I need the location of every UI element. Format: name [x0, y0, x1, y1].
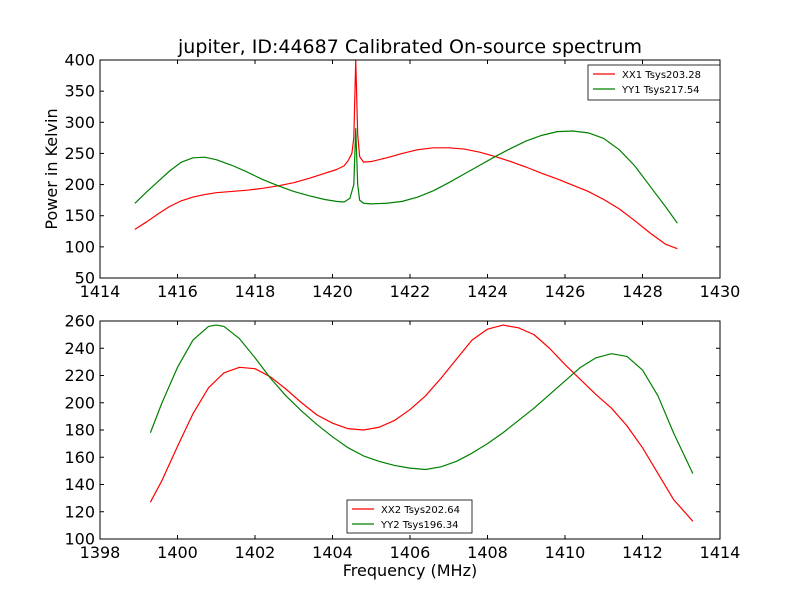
x-tick-label: 1430 — [700, 282, 741, 301]
x-axis-label: Frequency (MHz) — [343, 561, 477, 580]
y-tick-label: 400 — [64, 51, 95, 70]
x-tick-label: 1424 — [467, 282, 508, 301]
x-tick-label: 1408 — [467, 543, 508, 562]
x-tick-label: 1426 — [545, 282, 586, 301]
y-tick-label: 140 — [64, 475, 95, 494]
chart-title: jupiter, ID:44687 Calibrated On-source s… — [177, 36, 642, 58]
y-tick-label: 180 — [64, 421, 95, 440]
y-tick-label: 100 — [64, 237, 95, 256]
y-tick-label: 260 — [64, 312, 95, 331]
y-tick-label: 350 — [64, 82, 95, 101]
x-tick-label: 1404 — [312, 543, 353, 562]
legend-box — [346, 499, 473, 534]
x-tick-label: 1412 — [622, 543, 663, 562]
bottom-panel: 1398 1400 1402 1404 1406 1408 1410 1412 1414 100 1… — [64, 312, 740, 581]
y-tick-label: 200 — [64, 175, 95, 194]
series-line-2 — [149, 324, 694, 474]
y-tick-label: 120 — [64, 502, 95, 521]
series-line-1 — [149, 324, 694, 522]
legend-label: XX1 Tsys203.28 — [622, 70, 701, 81]
legend-box — [587, 64, 721, 101]
legend-label: XX2 Tsys202.64 — [381, 505, 460, 516]
x-tick-label: 1414 — [80, 282, 121, 301]
x-tick-label: 1428 — [622, 282, 663, 301]
x-tick-label: 1420 — [312, 282, 353, 301]
x-tick-label: 1410 — [545, 543, 586, 562]
y-tick-label: 200 — [64, 393, 95, 412]
y-tick-label: 150 — [64, 206, 95, 225]
x-tick-label: 1416 — [157, 282, 198, 301]
y-tick-label: 250 — [64, 144, 95, 163]
x-tick-label: 1418 — [235, 282, 276, 301]
y-tick-label: 220 — [64, 366, 95, 385]
y-tick-label: 160 — [64, 448, 95, 467]
x-tick-label: 1398 — [80, 543, 121, 562]
y-axis-label: Power in Kelvin — [42, 108, 61, 229]
series-line-1 — [134, 59, 678, 250]
legend-label: YY2 Tsys196.34 — [380, 520, 459, 531]
x-tick-label: 1400 — [157, 543, 198, 562]
x-tick-label: 1414 — [700, 543, 741, 562]
y-tick-label: 50 — [75, 269, 95, 288]
top-panel: 1414 1416 1418 1420 1422 1424 1426 1428 1430 50 10… — [42, 36, 740, 301]
y-tick-label: 300 — [64, 113, 95, 132]
series-line-2 — [134, 127, 678, 224]
y-tick-label: 240 — [64, 339, 95, 358]
legend-label: YY1 Tsys217.54 — [621, 85, 700, 96]
x-tick-label: 1402 — [235, 543, 276, 562]
x-tick-label: 1406 — [390, 543, 431, 562]
y-tick-label: 100 — [64, 530, 95, 549]
x-tick-label: 1422 — [390, 282, 431, 301]
